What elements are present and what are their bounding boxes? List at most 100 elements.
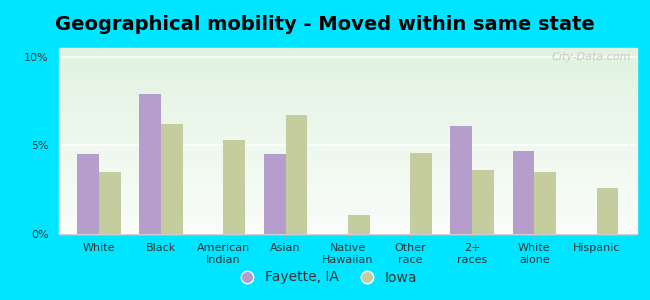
Bar <box>58 87 637 89</box>
Bar <box>58 210 637 212</box>
Bar <box>410 152 432 234</box>
Bar <box>58 147 637 148</box>
Bar <box>58 212 637 214</box>
Bar <box>58 156 637 158</box>
Bar <box>58 202 637 204</box>
Bar <box>58 225 637 226</box>
Bar <box>58 50 637 52</box>
Bar <box>58 117 637 119</box>
Bar <box>58 59 637 61</box>
Bar <box>99 172 121 234</box>
Bar <box>58 48 637 50</box>
Bar <box>58 178 637 180</box>
Bar <box>58 191 637 193</box>
Bar <box>58 104 637 106</box>
Bar <box>58 180 637 182</box>
Bar <box>58 148 637 150</box>
Bar <box>58 132 637 134</box>
Bar <box>58 70 637 72</box>
Bar <box>58 80 637 82</box>
Bar <box>58 54 637 56</box>
Bar <box>161 124 183 234</box>
Bar <box>58 65 637 67</box>
Bar <box>58 176 637 178</box>
Bar <box>58 217 637 219</box>
Bar <box>58 113 637 115</box>
Legend: Fayette, IA, Iowa: Fayette, IA, Iowa <box>227 265 422 290</box>
Bar <box>58 106 637 107</box>
Bar <box>58 61 637 63</box>
Bar <box>58 89 637 91</box>
Bar <box>58 182 637 184</box>
Bar <box>58 230 637 232</box>
Bar <box>58 160 637 161</box>
Bar <box>58 143 637 145</box>
Bar <box>58 206 637 208</box>
Bar <box>58 74 637 76</box>
Bar <box>58 169 637 171</box>
Bar <box>58 93 637 94</box>
Bar <box>139 94 161 234</box>
Bar <box>77 154 99 234</box>
Bar <box>58 82 637 83</box>
Bar <box>58 57 637 59</box>
Bar <box>58 135 637 137</box>
Bar <box>534 172 556 234</box>
Bar <box>58 67 637 68</box>
Bar <box>58 199 637 200</box>
Bar <box>58 56 637 57</box>
Bar <box>58 228 637 230</box>
Bar <box>472 170 494 234</box>
Bar <box>58 204 637 206</box>
Bar <box>58 141 637 143</box>
Bar <box>58 130 637 132</box>
Bar <box>58 102 637 104</box>
Bar <box>58 126 637 128</box>
Bar <box>58 122 637 124</box>
Bar <box>58 107 637 110</box>
Bar <box>58 145 637 147</box>
Bar <box>264 154 285 234</box>
Bar <box>58 63 637 65</box>
Text: City-Data.com: City-Data.com <box>552 52 631 62</box>
Bar <box>58 167 637 169</box>
Bar <box>58 188 637 189</box>
Bar <box>58 171 637 172</box>
Bar <box>285 115 307 234</box>
Bar <box>58 134 637 135</box>
Bar <box>348 214 369 234</box>
Bar <box>58 197 637 199</box>
Bar <box>58 193 637 195</box>
Bar <box>58 214 637 215</box>
Bar <box>58 72 637 74</box>
Bar <box>58 161 637 163</box>
Bar <box>58 184 637 186</box>
Bar <box>58 94 637 96</box>
Bar <box>58 172 637 175</box>
Bar <box>58 223 637 225</box>
Bar <box>58 200 637 202</box>
Bar <box>58 110 637 111</box>
Bar <box>58 219 637 221</box>
Bar <box>58 83 637 85</box>
Bar <box>58 186 637 188</box>
Bar <box>58 208 637 210</box>
Bar <box>58 98 637 100</box>
Bar <box>58 111 637 113</box>
Bar <box>58 175 637 176</box>
Bar <box>58 128 637 130</box>
Bar <box>58 115 637 117</box>
Bar <box>58 85 637 87</box>
Bar <box>58 52 637 54</box>
Bar <box>58 91 637 93</box>
Bar <box>58 189 637 191</box>
Text: Geographical mobility - Moved within same state: Geographical mobility - Moved within sam… <box>55 14 595 34</box>
Bar <box>58 163 637 165</box>
Bar <box>58 215 637 217</box>
Bar <box>513 151 534 234</box>
Bar <box>58 165 637 167</box>
Bar <box>58 137 637 139</box>
Bar <box>58 121 637 122</box>
Bar <box>58 232 637 234</box>
Bar <box>58 68 637 70</box>
